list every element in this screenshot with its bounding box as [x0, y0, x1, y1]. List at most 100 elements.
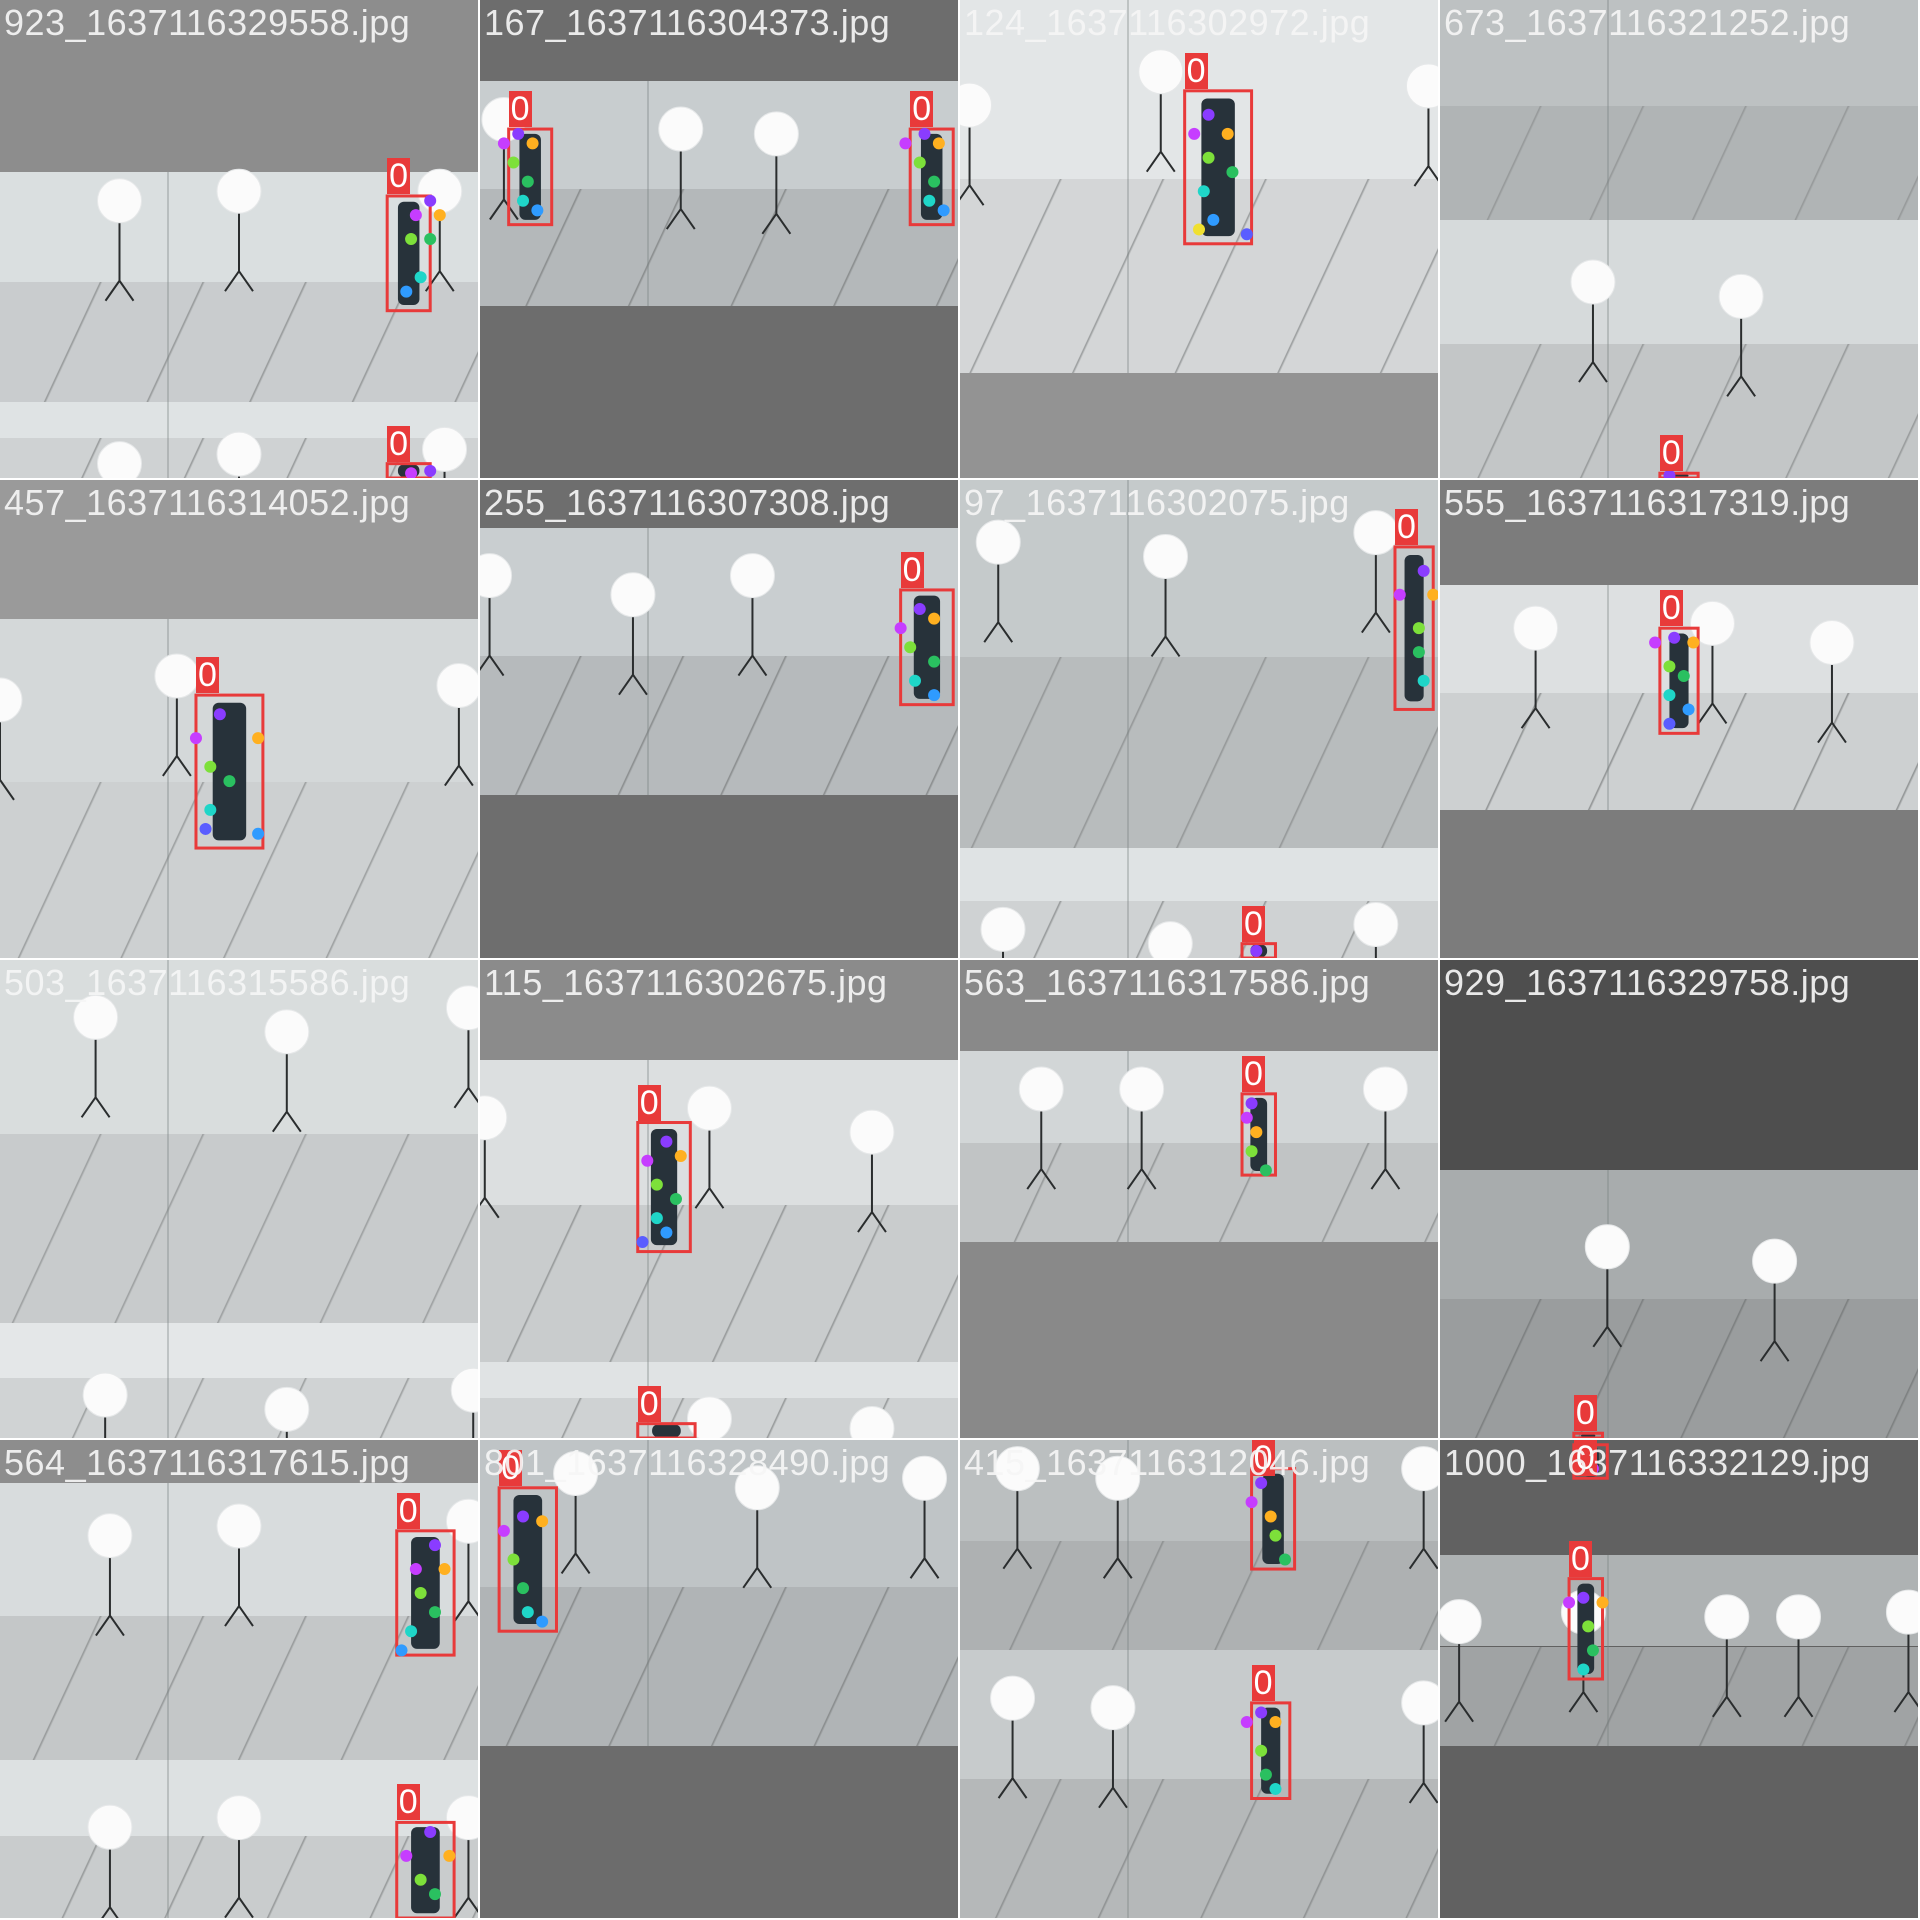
- keypoint-dot: [1245, 1097, 1258, 1110]
- keypoint-dot: [1188, 127, 1201, 140]
- keypoint-dot: [409, 209, 422, 222]
- mosaic-seam: [647, 527, 650, 796]
- class-label: 0: [1573, 1440, 1597, 1477]
- softbox-light: [445, 985, 478, 1031]
- mosaic-seam: [1127, 1050, 1130, 1242]
- studio-wall: [1440, 219, 1918, 344]
- class-label: 0: [499, 1448, 523, 1487]
- image-tile: 503_1637116315586.jpg: [0, 958, 480, 1440]
- class-label: 0: [387, 424, 411, 463]
- softbox-light: [97, 441, 142, 478]
- keypoint-dot: [507, 156, 520, 169]
- softbox-light: [1776, 1594, 1821, 1640]
- light-stand: [1817, 660, 1847, 744]
- light-stand: [1408, 1720, 1438, 1804]
- image-tile: 0 801_1637116328490.jpg: [478, 1438, 960, 1920]
- light-stand: [162, 693, 192, 777]
- softbox-light: [480, 1095, 508, 1141]
- softbox-light: [264, 1009, 310, 1055]
- softbox-light: [1401, 1446, 1438, 1492]
- light-stand: [1002, 1486, 1033, 1570]
- light-stand: [618, 612, 648, 696]
- keypoint-dot: [395, 1644, 408, 1657]
- class-label: 0: [1394, 507, 1418, 546]
- softbox-light: [1147, 921, 1193, 958]
- mosaic-seam: [1607, 585, 1610, 810]
- softbox-light: [73, 994, 119, 1040]
- keypoint-dot: [1250, 944, 1263, 957]
- light-stand: [1150, 574, 1181, 658]
- class-label: 0: [396, 1491, 420, 1530]
- light-stand: [1002, 947, 1005, 958]
- keypoint-dot: [1193, 223, 1205, 236]
- detection-box: [194, 693, 265, 850]
- detection-box: [1658, 626, 1700, 735]
- annotation-layer: [73, 985, 478, 1438]
- annotation-layer: [480, 553, 955, 707]
- light-stand: [1126, 1107, 1157, 1190]
- mosaic-seam: [167, 1760, 170, 1918]
- mosaic-seam: [1607, 219, 1610, 478]
- light-stand: [1726, 314, 1756, 397]
- mosaic-seam: [1607, 1554, 1610, 1746]
- light-stand: [742, 1505, 773, 1589]
- keypoint-dot: [674, 1149, 687, 1162]
- light-stand: [453, 1539, 478, 1622]
- light-stand: [1711, 1634, 1742, 1718]
- filename-label: 255_1637116307308.jpg: [484, 482, 891, 523]
- class-label: 0: [900, 550, 924, 589]
- softbox-light: [980, 906, 1026, 952]
- class-label: 0: [910, 90, 934, 129]
- softbox-light: [422, 426, 468, 472]
- class-label: 0: [1569, 1539, 1592, 1578]
- keypoint-dot: [1245, 1496, 1258, 1509]
- filename-label: 457_1637116314052.jpg: [4, 482, 411, 523]
- keypoint-dot: [1264, 1510, 1277, 1523]
- studio-floor: [480, 1586, 958, 1746]
- light-stand: [489, 137, 519, 221]
- person-figure: [397, 201, 420, 305]
- image-tile: 0 555_1637116317319.jpg: [1438, 478, 1920, 960]
- detection-box: [908, 127, 955, 227]
- class-label: 0: [1573, 1394, 1597, 1433]
- filename-label: 503_1637116315586.jpg: [4, 962, 411, 1003]
- detection-box: [636, 1121, 692, 1254]
- softbox-light: [1405, 63, 1438, 109]
- keypoint-dot: [512, 127, 525, 140]
- mosaic-seam: [647, 1440, 650, 1746]
- light-stand: [80, 1035, 111, 1118]
- studio-floor: [0, 282, 478, 402]
- keypoint-dot: [1250, 1126, 1263, 1139]
- keypoint-dot: [1596, 1596, 1609, 1609]
- softbox-light: [849, 1109, 895, 1155]
- keypoint-dot: [660, 1226, 673, 1239]
- detection-box: [636, 1422, 697, 1438]
- class-label: 0: [1659, 434, 1683, 473]
- class-label: 0: [637, 1083, 661, 1122]
- softbox-light: [216, 1503, 262, 1549]
- keypoint-dot: [923, 194, 936, 207]
- class-label: 0: [1659, 589, 1683, 628]
- class-label: 0: [195, 656, 219, 695]
- softbox-light: [450, 1367, 478, 1413]
- softbox-light: [82, 1372, 128, 1418]
- keypoint-dot: [1582, 1620, 1595, 1633]
- keypoint-dot: [1677, 669, 1690, 682]
- annotation-layer: [1513, 600, 1855, 744]
- light-stand: [1413, 104, 1438, 187]
- keypoint-dot: [438, 1563, 451, 1576]
- softbox-light: [1809, 620, 1855, 666]
- keypoint-dot: [1393, 588, 1406, 601]
- light-stand: [1520, 646, 1551, 729]
- studio-wall: [1440, 1554, 1918, 1647]
- class-label: 0: [1184, 51, 1208, 90]
- keypoint-dot: [405, 1625, 418, 1638]
- filename-label: 564_1637116317615.jpg: [4, 1442, 411, 1483]
- light-stand: [1361, 550, 1391, 634]
- softbox-light: [975, 519, 1021, 565]
- keypoint-dot: [414, 1586, 427, 1599]
- light-stand: [1444, 1639, 1474, 1723]
- filename-label: 115_1637116302675.jpg: [484, 962, 888, 1003]
- keypoint-dot: [669, 1193, 682, 1205]
- class-label: 0: [387, 156, 411, 195]
